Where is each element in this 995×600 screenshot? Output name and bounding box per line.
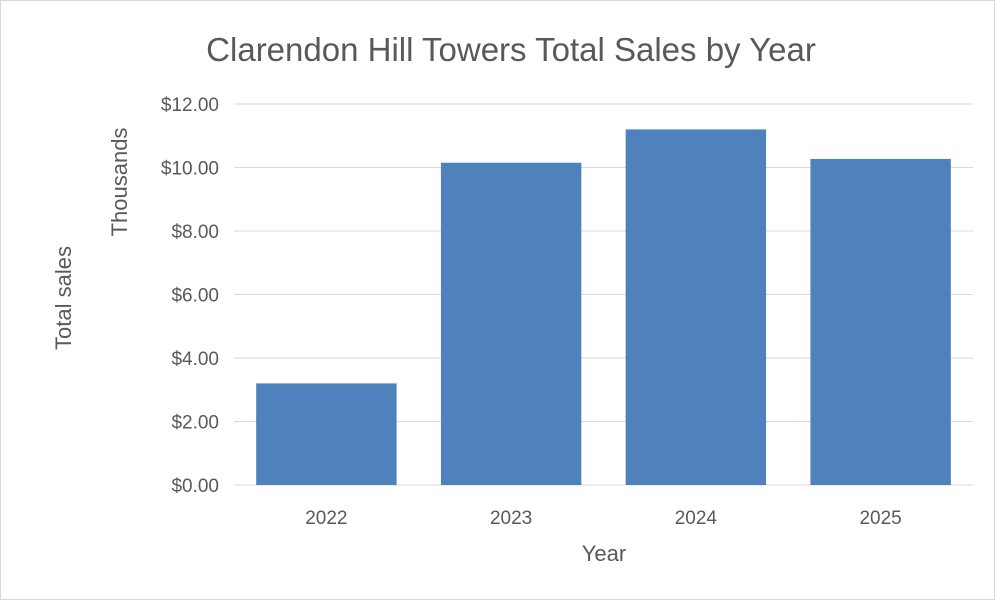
bar-2024 [625, 129, 767, 485]
x-axis-tick-labels: 2022 2023 2024 2025 [305, 508, 902, 529]
x-tick-label: 2023 [490, 508, 532, 529]
y-tick-label: $10.00 [161, 159, 219, 180]
bar-2022 [256, 383, 397, 485]
y-axis-label: Total sales [51, 246, 76, 350]
y-tick-label: $8.00 [171, 222, 219, 243]
bar-2023 [440, 162, 582, 486]
x-tick-label: 2024 [675, 508, 718, 529]
y-axis-tick-labels: $0.00 $2.00 $4.00 $6.00 $8.00 $10.00 $12.00 [161, 95, 219, 497]
y-tick-label: $2.00 [171, 413, 219, 434]
bars [256, 129, 951, 486]
x-axis-label: Year [582, 541, 626, 566]
y-tick-label: $4.00 [171, 349, 219, 370]
display-units-label: Thousands [107, 128, 132, 237]
y-tick-label: $0.00 [171, 476, 219, 497]
y-tick-label: $6.00 [171, 286, 219, 307]
bar-2025 [810, 158, 951, 486]
x-tick-label: 2022 [305, 508, 347, 529]
y-tick-label: $12.00 [161, 95, 219, 116]
chart-title: Clarendon Hill Towers Total Sales by Yea… [206, 31, 816, 68]
x-tick-label: 2025 [859, 508, 901, 529]
